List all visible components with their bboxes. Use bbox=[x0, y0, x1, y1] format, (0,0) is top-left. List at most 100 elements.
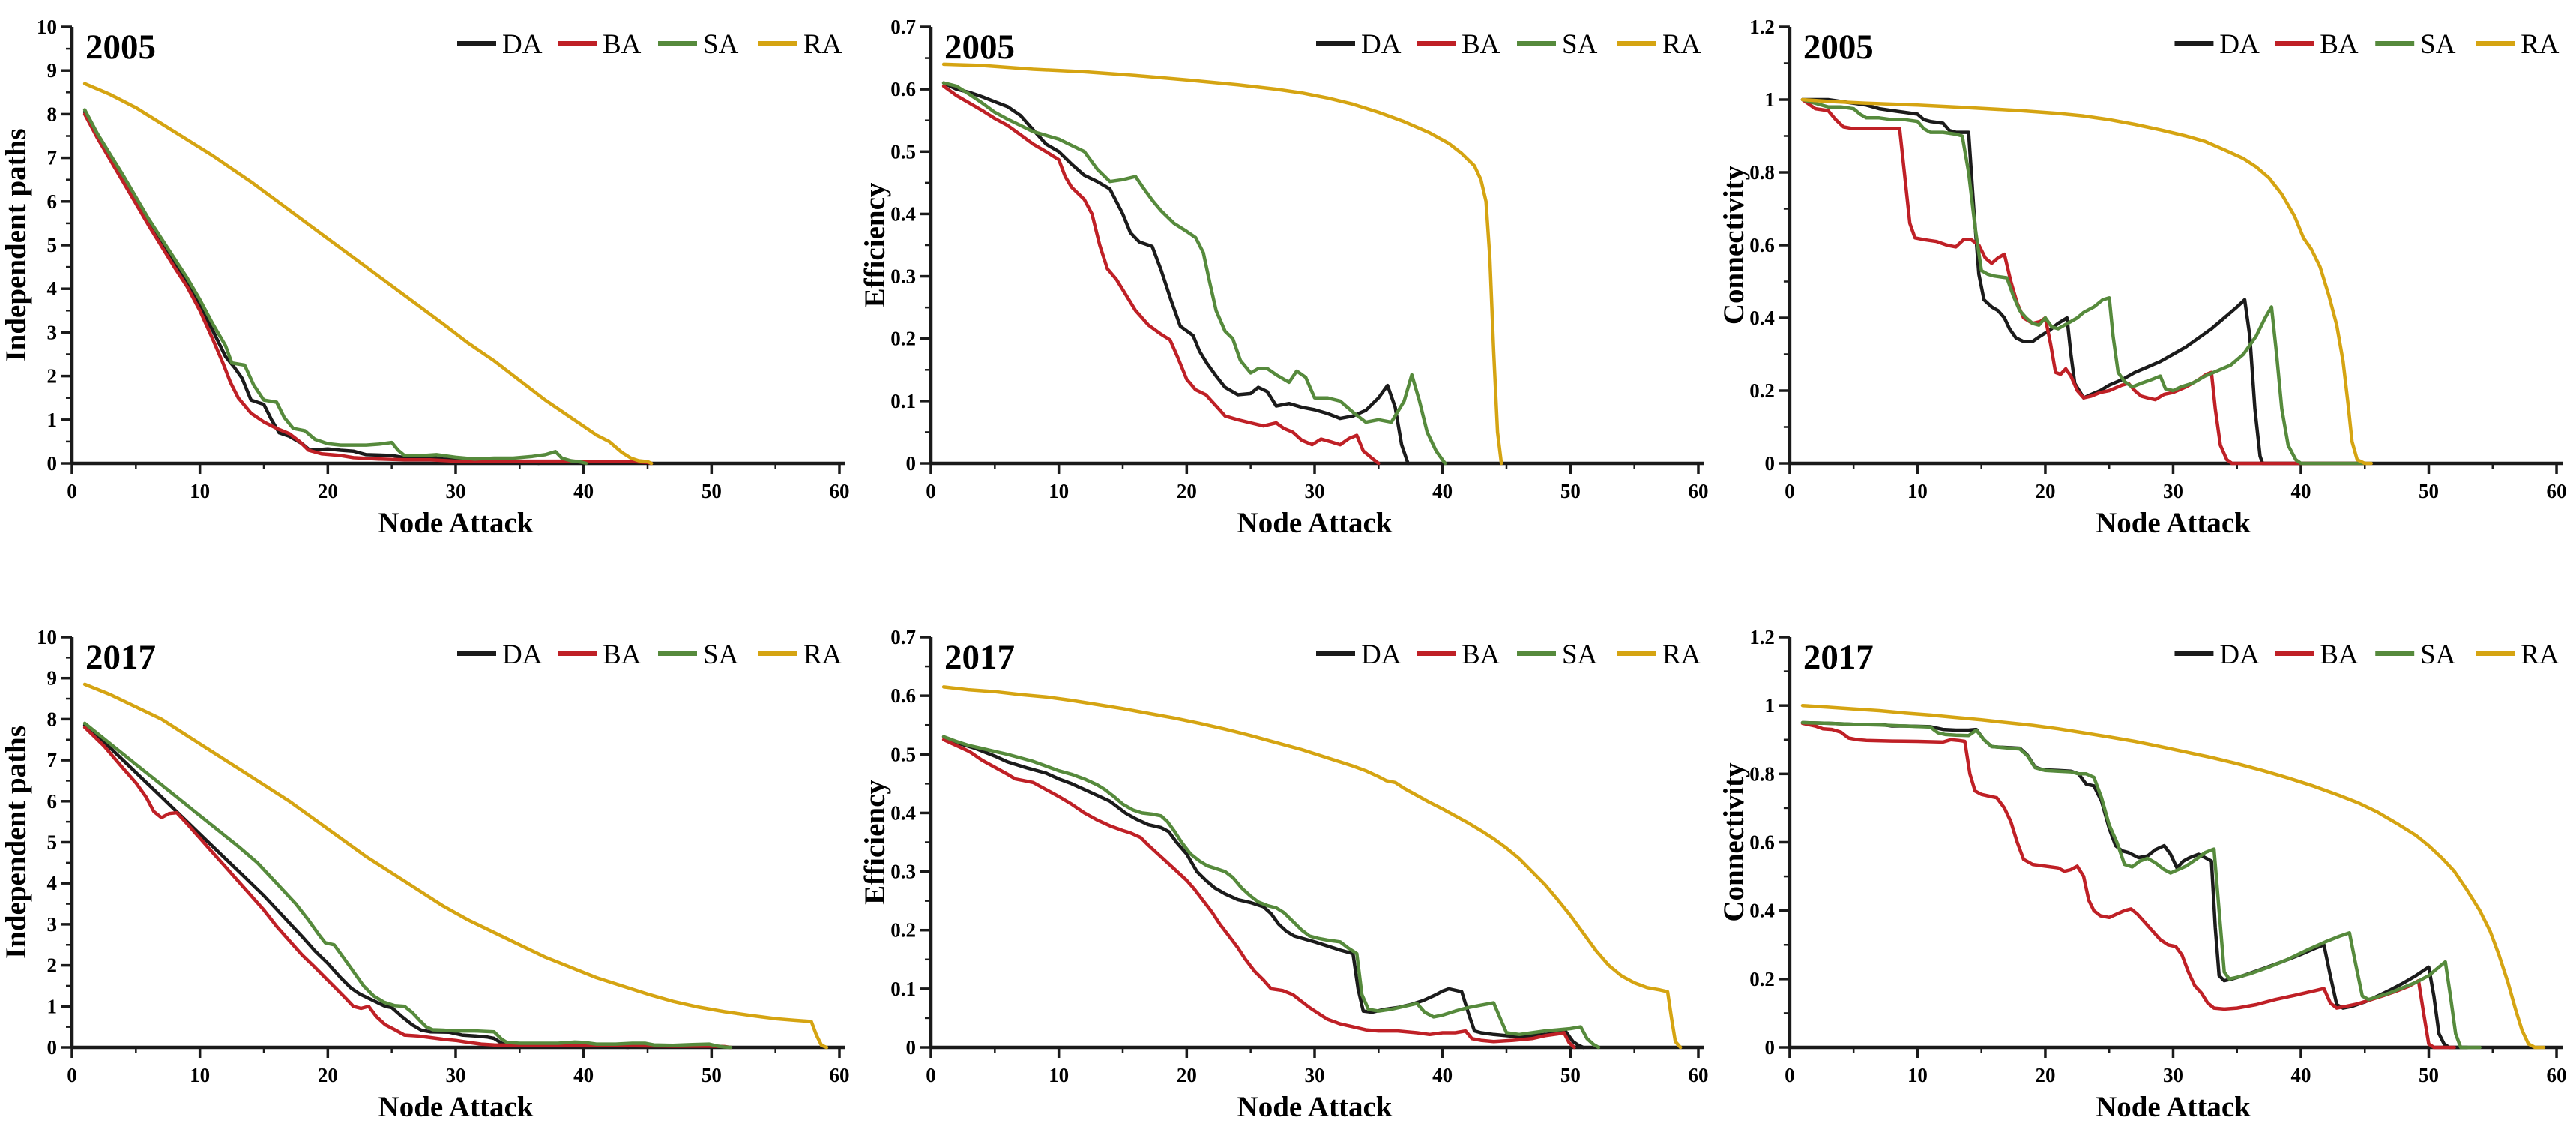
x-tick-label: 0 bbox=[926, 480, 936, 502]
y-axis-title: Independent paths bbox=[0, 726, 32, 959]
y-tick-label: 6 bbox=[47, 790, 58, 813]
legend-label-sa: SA bbox=[1562, 639, 1598, 670]
x-tick-label: 10 bbox=[190, 480, 210, 502]
x-tick-label: 0 bbox=[1785, 480, 1794, 502]
chart-svg: 0 1 2 3 4 5 6 7 8 9 10 0 10 20 30 40 50 60 Node Attack Inde… bbox=[0, 16, 850, 539]
x-tick-label: 20 bbox=[1177, 480, 1197, 502]
chart-year-title: 2005 bbox=[944, 28, 1015, 67]
x-tick-label: 10 bbox=[190, 1064, 210, 1086]
y-tick-label: 9 bbox=[47, 59, 58, 82]
x-axis-title: Node Attack bbox=[1237, 507, 1393, 539]
legend-item-ba: BA bbox=[1417, 29, 1500, 60]
y-tick-label: 5 bbox=[47, 831, 58, 854]
x-tick-label: 50 bbox=[2419, 480, 2439, 502]
y-tick-label: 10 bbox=[37, 626, 57, 648]
legend-label-ba: BA bbox=[603, 639, 642, 670]
legend-label-da: DA bbox=[1361, 29, 1402, 60]
series-line-ra bbox=[82, 82, 654, 466]
series-line-ba bbox=[82, 112, 654, 466]
x-tick-label: 10 bbox=[1907, 1064, 1928, 1086]
y-tick-label: 0.5 bbox=[890, 743, 916, 765]
y-axis-title: Efficiency bbox=[859, 182, 891, 307]
y-tick-label: 0.4 bbox=[890, 801, 916, 824]
y-tick-label: 2 bbox=[47, 365, 58, 388]
x-tick-label: 20 bbox=[2035, 1064, 2055, 1086]
chart-2017-independent-paths: 0 1 2 3 4 5 6 7 8 9 10 0 10 20 30 40 50 60 Node Attack Inde… bbox=[0, 566, 859, 1132]
legend-item-ra: RA bbox=[1617, 639, 1701, 670]
y-axis-ticks: 0 0.1 0.2 0.3 0.4 0.5 0.6 0.7 bbox=[890, 16, 931, 475]
legend-item-ra: RA bbox=[758, 29, 842, 60]
x-axis-ticks: 0 10 20 30 40 50 60 bbox=[926, 463, 1709, 502]
chart-svg: 0 0.2 0.4 0.6 0.8 1 1.2 0 10 20 30 40 50 60 Node Attac… bbox=[1718, 16, 2567, 539]
legend-label-ba: BA bbox=[2320, 639, 2359, 669]
legend-item-sa: SA bbox=[658, 29, 739, 60]
y-tick-label: 4 bbox=[47, 872, 58, 894]
legend-item-sa: SA bbox=[1517, 639, 1598, 670]
series-line-sa bbox=[941, 735, 1601, 1050]
x-tick-label: 60 bbox=[2547, 1064, 2567, 1086]
y-tick-label: 0.6 bbox=[890, 78, 916, 100]
x-axis-title: Node Attack bbox=[1237, 1091, 1393, 1123]
y-tick-label: 0.3 bbox=[890, 265, 916, 288]
y-tick-label: 3 bbox=[47, 913, 58, 936]
series-line-sa bbox=[82, 108, 588, 466]
legend-item-ba: BA bbox=[558, 639, 642, 670]
series-line-da bbox=[941, 735, 1585, 1050]
y-tick-label: 8 bbox=[47, 103, 58, 125]
legend-label-ra: RA bbox=[803, 29, 842, 60]
y-axis-title: Efficiency bbox=[859, 780, 891, 905]
x-tick-label: 0 bbox=[926, 1064, 936, 1086]
y-tick-label: 0 bbox=[906, 452, 917, 475]
chart-svg: 0 1 2 3 4 5 6 7 8 9 10 0 10 20 30 40 50 60 Node Attack Inde… bbox=[0, 626, 850, 1123]
legend-item-da: DA bbox=[2174, 639, 2260, 669]
y-tick-label: 1 bbox=[1764, 694, 1774, 717]
x-tick-label: 50 bbox=[702, 1064, 722, 1086]
series-line-sa bbox=[1800, 97, 2367, 466]
legend-label-ba: BA bbox=[1462, 29, 1500, 60]
x-axis-title: Node Attack bbox=[378, 507, 534, 539]
series-line-ra bbox=[1800, 703, 2546, 1050]
legend-label-ra: RA bbox=[803, 639, 842, 670]
x-tick-label: 0 bbox=[1785, 1064, 1794, 1086]
legend-label-sa: SA bbox=[703, 29, 739, 60]
x-tick-label: 60 bbox=[1689, 480, 1709, 502]
x-tick-label: 10 bbox=[1049, 1064, 1069, 1086]
y-axis-title: Connectivity bbox=[1718, 762, 1750, 922]
legend-item-da: DA bbox=[1316, 639, 1402, 670]
y-tick-label: 5 bbox=[47, 234, 58, 256]
series-line-sa bbox=[1800, 720, 2482, 1050]
x-tick-label: 20 bbox=[1177, 1064, 1197, 1086]
y-tick-label: 8 bbox=[47, 708, 58, 730]
y-tick-label: 0.3 bbox=[890, 861, 916, 883]
series-line-da bbox=[1800, 97, 2367, 466]
y-tick-label: 0.2 bbox=[890, 328, 916, 350]
x-axis-title: Node Attack bbox=[378, 1091, 534, 1123]
x-tick-label: 50 bbox=[1560, 480, 1581, 502]
y-tick-label: 0.2 bbox=[890, 919, 916, 942]
x-tick-label: 30 bbox=[2163, 480, 2183, 502]
y-tick-label: 0 bbox=[47, 1036, 58, 1059]
legend-item-ba: BA bbox=[1417, 639, 1500, 670]
y-tick-label: 1 bbox=[47, 995, 58, 1017]
series-line-ra bbox=[941, 685, 1683, 1050]
series-line-da bbox=[941, 81, 1410, 466]
legend: DA BA SA RA bbox=[457, 639, 842, 670]
series-line-ba bbox=[941, 738, 1576, 1050]
x-tick-label: 50 bbox=[702, 480, 722, 502]
legend-label-da: DA bbox=[502, 29, 543, 60]
y-axis-ticks: 0 0.2 0.4 0.6 0.8 1 1.2 bbox=[1749, 16, 1790, 475]
x-tick-label: 30 bbox=[446, 1064, 466, 1086]
x-tick-label: 0 bbox=[67, 480, 77, 502]
legend: DA BA SA RA bbox=[2174, 639, 2560, 669]
legend: DA BA SA RA bbox=[1316, 29, 1701, 60]
legend-label-da: DA bbox=[1361, 639, 1402, 670]
chart-svg: 0 0.1 0.2 0.3 0.4 0.5 0.6 0.7 0 10 20 30 40 50 60 Node … bbox=[859, 626, 1709, 1123]
y-axis-ticks: 0 1 2 3 4 5 6 7 8 9 10 bbox=[37, 16, 72, 475]
y-tick-label: 0.8 bbox=[1749, 762, 1775, 785]
series-line-sa bbox=[82, 721, 733, 1050]
y-tick-label: 0.1 bbox=[890, 390, 916, 412]
y-tick-label: 4 bbox=[47, 277, 58, 300]
y-tick-label: 1.2 bbox=[1749, 16, 1775, 38]
y-tick-label: 0.1 bbox=[890, 978, 916, 1000]
